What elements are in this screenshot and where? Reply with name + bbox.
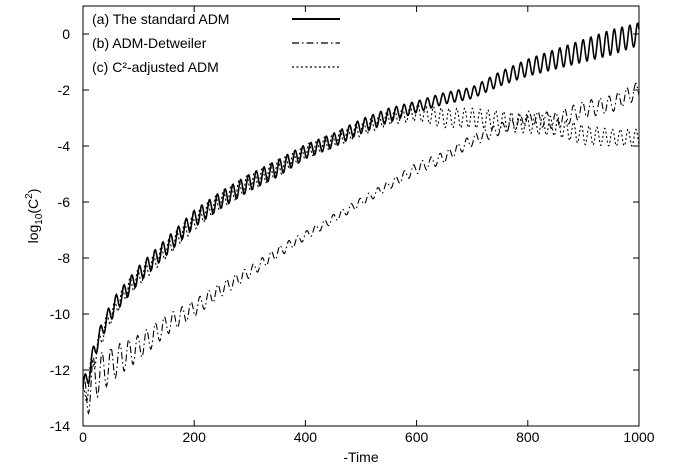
y-tick-label: -6 — [58, 194, 71, 210]
plot-area — [82, 5, 640, 427]
series-layer — [82, 22, 640, 415]
y-axis-label-open: (C — [25, 199, 41, 214]
y-axis-label-sub: 10 — [34, 213, 45, 225]
y-tick-label: -4 — [58, 138, 71, 154]
y-tick-label: -10 — [50, 306, 70, 322]
y-tick-label: -12 — [50, 362, 70, 378]
y-tick-label: -2 — [58, 82, 71, 98]
y-tick-label: -14 — [50, 418, 70, 434]
x-tick-label: 1000 — [623, 429, 654, 445]
y-axis-label-sup: 2 — [24, 193, 35, 199]
y-tick-label: -8 — [58, 250, 71, 266]
x-tick-label: 800 — [516, 429, 540, 445]
ticks-layer: 0 200 400 600 800 1000 0 -2 -4 -6 -8 -10 -12 -14 — [50, 6, 655, 445]
x-tick-label: 600 — [405, 429, 429, 445]
legend: (a) The standard ADM (b) ADM-Detweiler (… — [92, 11, 340, 75]
plot-frame — [82, 5, 640, 427]
legend-label-c2-adjusted-adm: (c) C²-adjusted ADM — [92, 59, 219, 75]
series-adm-detweiler — [82, 82, 640, 415]
y-tick-label: 0 — [62, 26, 70, 42]
legend-label-adm-detweiler: (b) ADM-Detweiler — [92, 35, 207, 51]
y-axis-label-base: log — [25, 225, 41, 244]
y-axis-label: log10(C2) — [24, 189, 45, 244]
x-tick-label: 400 — [294, 429, 318, 445]
series-c2-adjusted-adm — [82, 103, 640, 403]
x-tick-label: 0 — [79, 429, 87, 445]
y-axis-label-close: ) — [25, 189, 41, 194]
series-standard-adm — [82, 22, 640, 387]
x-axis-label: -Time — [343, 449, 378, 465]
x-tick-label: 200 — [183, 429, 207, 445]
legend-label-standard-adm: (a) The standard ADM — [92, 11, 229, 27]
